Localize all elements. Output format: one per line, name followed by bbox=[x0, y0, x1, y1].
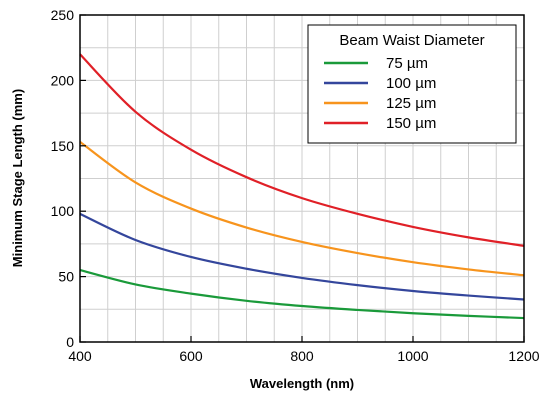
x-tick-label: 1000 bbox=[397, 348, 428, 364]
legend-label: 150 µm bbox=[386, 115, 436, 132]
y-tick-label: 200 bbox=[51, 72, 75, 88]
y-axis-label: Minimum Stage Length (mm) bbox=[10, 89, 25, 267]
legend-items: 75 µm 100 µm 125 µm 150 µm bbox=[324, 55, 436, 132]
y-tick-label: 50 bbox=[58, 269, 74, 285]
x-tick-label: 800 bbox=[290, 348, 314, 364]
x-tick-label: 400 bbox=[68, 348, 92, 364]
series-line-1 bbox=[79, 268, 525, 320]
y-tick-label: 250 bbox=[51, 7, 75, 23]
x-tick-label: 1200 bbox=[508, 348, 539, 364]
tick-labels: 400 600 800 1000 1200 0 50 100 150 200 250 bbox=[51, 7, 540, 364]
legend-label: 100 µm bbox=[386, 75, 436, 92]
series-lines bbox=[79, 53, 525, 320]
legend-label: 75 µm bbox=[386, 55, 428, 72]
series-line-2 bbox=[79, 212, 525, 301]
legend-title: Beam Waist Diameter bbox=[339, 32, 484, 49]
x-axis-label: Wavelength (nm) bbox=[250, 376, 354, 391]
series-line-3 bbox=[79, 140, 525, 277]
x-tick-label: 600 bbox=[179, 348, 203, 364]
y-tick-label: 100 bbox=[51, 203, 75, 219]
axis-ticks bbox=[79, 14, 525, 343]
y-tick-label: 150 bbox=[51, 138, 75, 154]
y-tick-label: 0 bbox=[66, 334, 74, 350]
series-line-4 bbox=[79, 53, 525, 247]
legend-label: 125 µm bbox=[386, 95, 436, 112]
legend: Beam Waist Diameter 75 µm 100 µm 125 µm 150… bbox=[307, 24, 517, 144]
